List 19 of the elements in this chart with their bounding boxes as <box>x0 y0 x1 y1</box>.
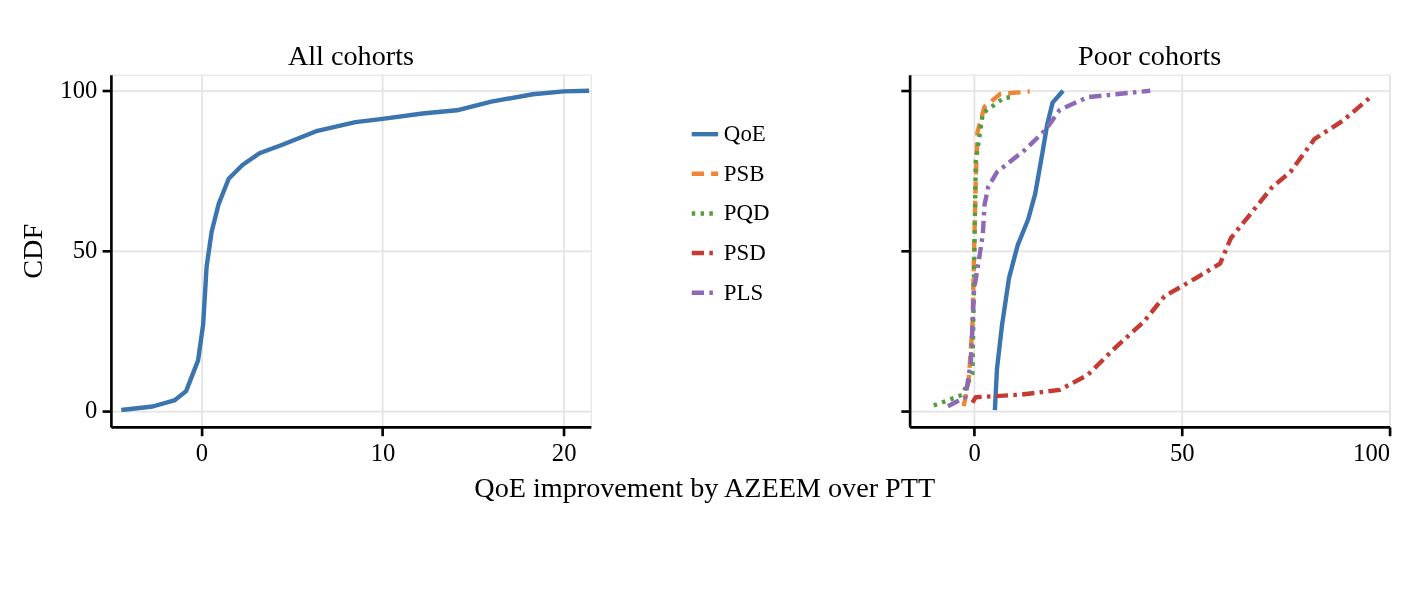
x-tick-label: 0 <box>195 438 209 466</box>
legend-label: PSD <box>723 240 766 266</box>
y-tick-label: 0 <box>84 396 98 424</box>
x-tick-label: 100 <box>1353 438 1391 466</box>
legend-label: PQD <box>723 200 770 226</box>
legend-label: PSB <box>723 160 765 186</box>
x-axis-title: QoE improvement by AZEEM over PTT <box>474 472 936 503</box>
line-series <box>119 88 591 413</box>
chart-title: Poor cohorts <box>1078 40 1222 72</box>
y-axis-title: CDF <box>16 223 48 279</box>
y-tick-label: 50 <box>72 236 98 264</box>
legend-label: QoE <box>723 121 766 147</box>
x-tick-label: 20 <box>551 438 577 466</box>
legend-label: PLS <box>723 279 764 305</box>
chart-title: All cohorts <box>287 40 414 72</box>
y-tick-label: 100 <box>60 76 98 104</box>
x-tick-label: 0 <box>968 438 981 466</box>
x-tick-label: 10 <box>370 438 396 466</box>
x-tick-label: 50 <box>1169 438 1195 466</box>
